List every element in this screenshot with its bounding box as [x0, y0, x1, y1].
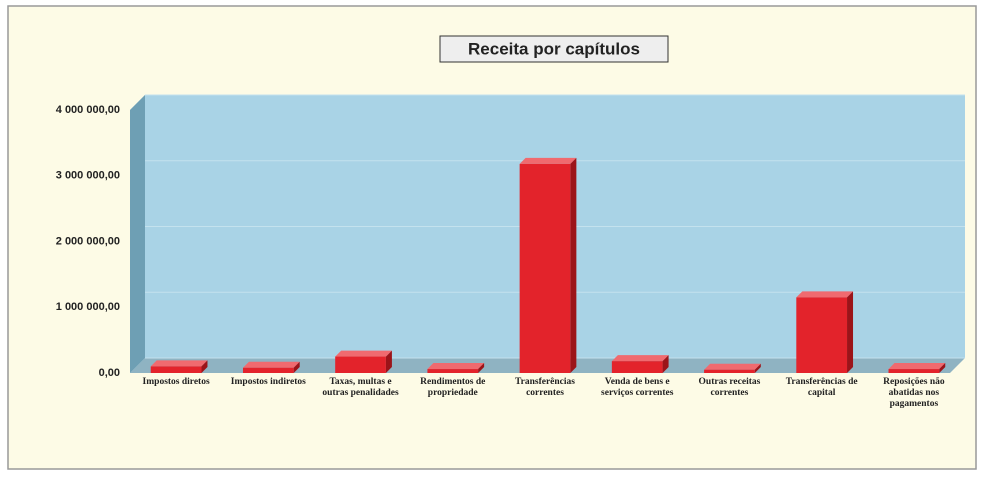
bar-face: [611, 361, 663, 373]
bar-face: [796, 297, 848, 373]
chart-title: Receita por capítulos: [468, 39, 640, 58]
bar: [427, 363, 485, 373]
bar-face: [754, 363, 761, 373]
bar-face: [335, 356, 386, 373]
bar: [335, 350, 392, 373]
bar-face: [704, 369, 755, 373]
title-box: [439, 35, 669, 63]
bar: [519, 157, 577, 373]
x-tick-label: Taxas, multas e outras penalidades: [322, 377, 399, 398]
bar-face: [335, 350, 392, 357]
bar-face: [662, 355, 669, 373]
x-tick-label: Reposições não abatidas nos pagamentos: [883, 377, 945, 409]
bar-face: [427, 363, 485, 370]
bar: [704, 363, 761, 373]
bar-face: [201, 360, 208, 373]
bar-face: [888, 363, 946, 370]
y-tick-label: 3 000 000,00: [56, 170, 120, 182]
y-tick-label: 2 000 000,00: [56, 235, 120, 247]
y-tick-label: 0,00: [99, 367, 120, 379]
bar-face: [796, 291, 854, 298]
bar: [242, 361, 300, 373]
y-tick-label: 1 000 000,00: [56, 301, 120, 313]
bar: [888, 363, 946, 373]
plot-side-wall: [130, 95, 145, 373]
bar-face: [611, 355, 669, 362]
bar-face: [427, 369, 479, 373]
bar-face: [385, 350, 392, 373]
x-tick-label: Venda de bens e serviços correntes: [601, 377, 674, 398]
x-tick-label: Impostos indiretos: [230, 377, 306, 387]
x-tick-label: Transferências correntes: [515, 377, 575, 398]
bar-face: [847, 291, 854, 373]
bar: [150, 360, 208, 373]
bar-face: [519, 157, 577, 164]
x-tick-label: Rendimentos de propriedade: [420, 377, 486, 398]
bar-face: [150, 366, 202, 373]
bar-face: [293, 361, 300, 373]
bar: [796, 291, 854, 373]
bar-face: [478, 363, 485, 373]
bar: [611, 355, 669, 373]
bar-face: [519, 163, 571, 373]
x-tick-label: Transferências de capital: [785, 377, 858, 398]
bar-face: [150, 360, 208, 367]
x-tick-label: Outras receitas correntes: [698, 377, 761, 398]
bar-face: [888, 369, 940, 373]
x-tick-label: Impostos diretos: [142, 377, 210, 387]
bar-face: [242, 367, 294, 373]
y-tick-label: 4 000 000,00: [56, 104, 120, 116]
bar-face: [704, 363, 761, 370]
bar-face: [939, 363, 946, 373]
bar-face: [242, 361, 300, 368]
bar-face: [570, 157, 577, 373]
